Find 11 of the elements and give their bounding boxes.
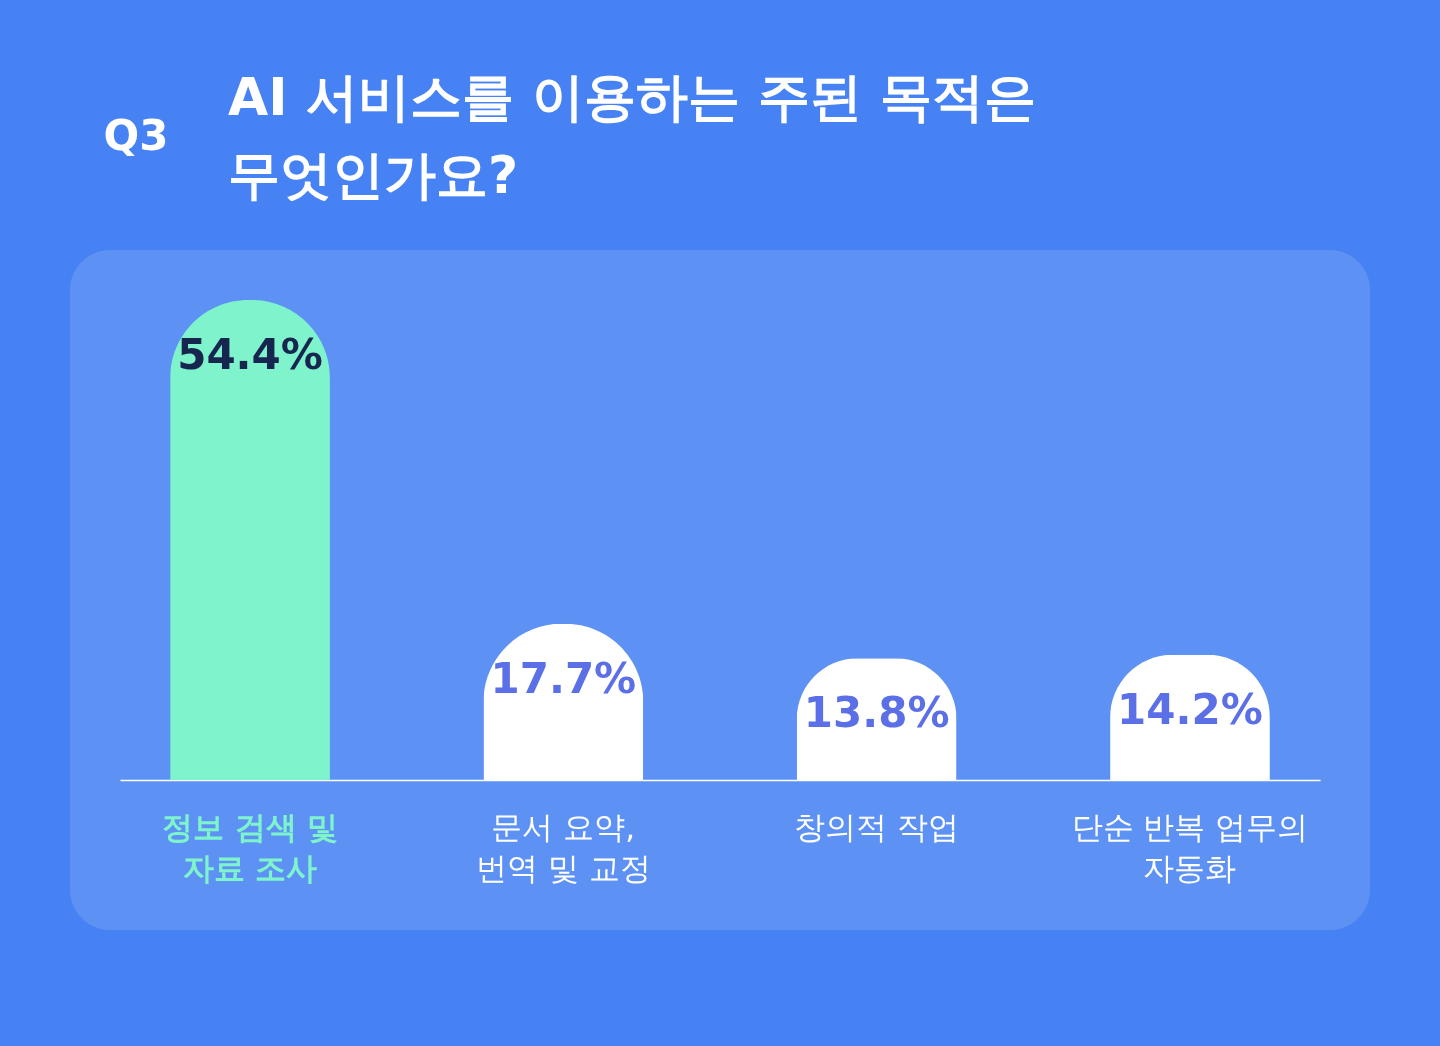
data-label: 13.8%: [803, 688, 950, 738]
x-tick-label: 단순 반복 업무의 자동화: [1071, 809, 1309, 886]
chart-title: AI 서비스를 이용하는 주된 목적은 무엇인가요?: [228, 67, 1037, 205]
data-label: 17.7%: [490, 653, 637, 703]
data-label: 14.2%: [1117, 684, 1263, 734]
x-tick-label: 문서 요약, 번역 및 교정: [475, 809, 651, 886]
bar: [170, 300, 330, 780]
x-tick-label: 정보 검색 및 자료 조사: [161, 809, 339, 886]
text: Q3: [103, 111, 169, 160]
data-label: 54.4%: [177, 330, 323, 379]
x-tick-label: 창의적 작업: [794, 809, 960, 845]
